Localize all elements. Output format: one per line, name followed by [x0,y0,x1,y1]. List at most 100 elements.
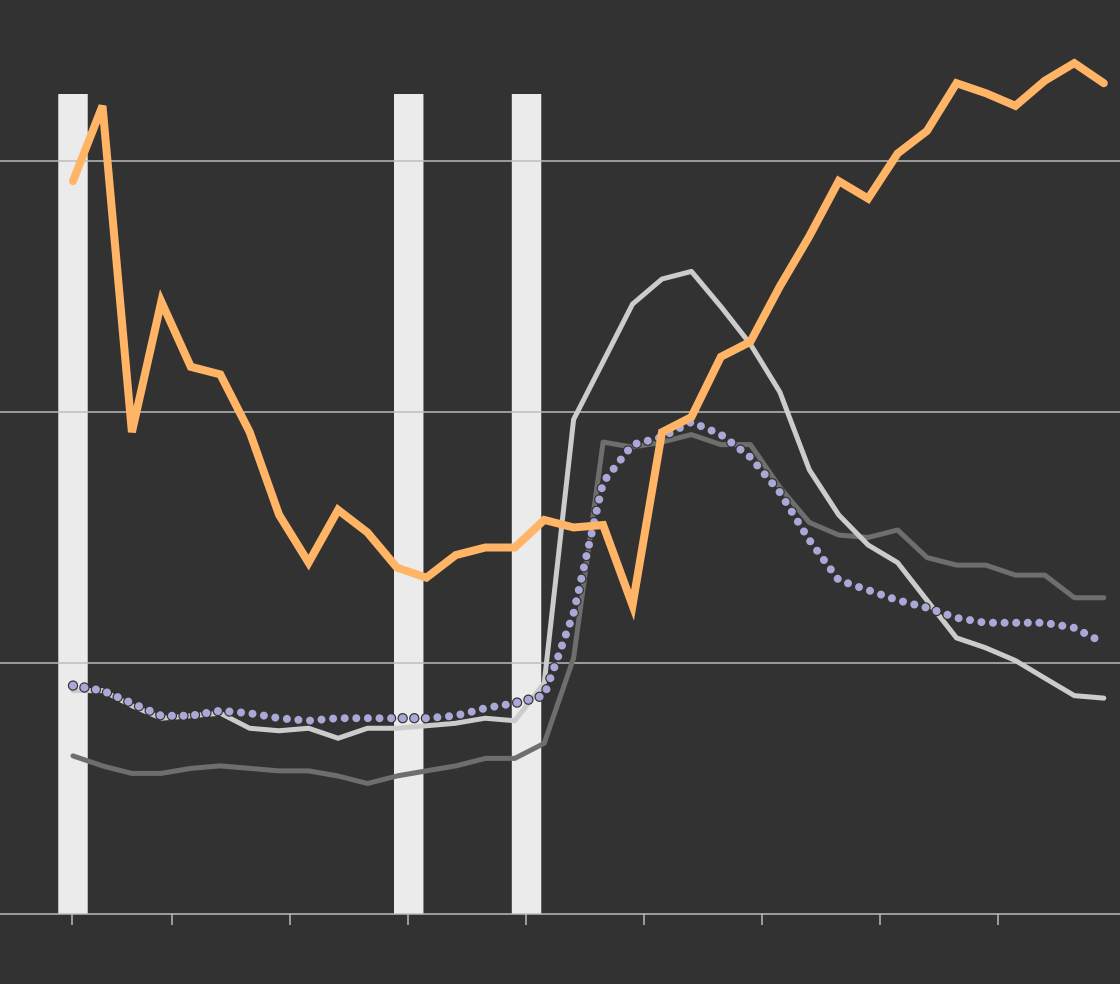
series-dot-purple [583,539,595,551]
series-dot-purple [362,713,374,724]
series-dot-purple [1034,617,1045,629]
series-dot-purple [1011,617,1022,629]
series-dot-purple [792,516,804,527]
series-dot-purple [805,536,816,547]
series-dot-purple [1068,622,1080,634]
series-dot-purple [581,550,592,562]
series-dot-purple [780,496,791,508]
series-dot-purple [744,451,755,462]
series-dot-purple [573,584,585,596]
series-dot-purple [101,687,113,698]
series-dot-purple [339,713,350,724]
series-dot-purple [818,554,830,566]
series-dot-purple [385,713,397,724]
series-dot-purple [591,505,602,516]
series-dot-purple [631,438,642,449]
series-dot-purple [90,684,102,695]
series-dot-purple [224,706,235,717]
series-dot-purple [455,709,466,720]
series-dot-purple [576,573,587,584]
series-dot-purple [112,691,123,703]
series-dot-purple [1089,633,1100,644]
series-dot-purple [875,589,887,600]
series-dot-purple [511,697,523,708]
series-dot-purple [695,420,707,432]
series-dot-purple [166,710,178,721]
series-dot-purple [247,708,258,719]
series-dot-purple [270,712,281,723]
series-dot-purple [886,593,898,604]
series-dot-purple [541,684,552,695]
series-dot-purple [212,705,224,717]
series-dot-purple [133,701,145,712]
series-dot-purple [942,609,953,621]
series-dot-purple [564,618,576,629]
series-dot-purple [235,707,247,718]
series-dot-purple [553,651,564,662]
series-dot-purple [327,713,339,724]
series-dot-purple [351,713,362,724]
series-dot-purple [477,703,489,715]
series-dot-purple [1078,627,1090,639]
series-dot-purple [864,585,876,597]
series-dot-purple [79,682,90,693]
series-dot-purple [759,469,770,480]
series-dot-purple [786,506,798,517]
series-line-light-gray [70,268,1107,741]
series-dot-purple [556,640,568,651]
series-dot-purple [466,706,477,717]
series-dot-purple [571,596,582,607]
series-dot-purple [601,472,612,484]
series-dot-purple [706,425,717,436]
series-dot-purple [374,713,385,724]
series-dot-purple [560,629,572,640]
series-dot-purple [853,581,865,593]
series-dot-purple [976,616,987,628]
series-dot-purple [545,673,556,684]
series-dot-purple [304,715,316,726]
series-dot-purple [281,713,293,725]
shaded-period [58,94,88,914]
series-dot-purple [608,463,619,474]
series-dot-purple [596,483,608,494]
series-line-dark-gray [70,432,1107,786]
series-dot-purple [920,602,931,613]
series-dot-purple [774,486,785,498]
series-dot-purple [534,691,545,703]
series-dot-purple [523,694,534,705]
series-dot-purple [642,435,654,446]
series-dot-purple [825,564,837,575]
series-dot-purple [578,562,590,573]
series-dot-purple [716,430,728,441]
series-dot-purple [811,545,823,556]
series-dot-purple [1045,618,1057,630]
series-dot-purple [767,478,778,489]
series-dot-purple [931,605,942,617]
series-dot-purple [1057,620,1068,632]
series-dot-purple [443,711,455,722]
series-dot-purple [397,713,408,724]
series-dot-purple [420,713,432,724]
series-dot-purple [489,701,500,712]
series-dot-purple [798,526,810,537]
series-dot-purple [832,573,843,585]
series-dot-purple [897,596,909,607]
series-dot-purple [144,705,155,716]
series-dot-purple [549,662,560,673]
series-dot-purple [316,714,327,725]
series-dot-purple [409,713,420,724]
series-dot-purple [909,599,920,610]
series-dot-purple [155,710,166,721]
series-dot-purple [964,614,976,626]
series-dot-purple [568,607,579,618]
series-dot-purple [735,444,746,455]
series-dot-purple [594,494,605,505]
series-dot-purple [178,710,189,721]
series-dot-purple [1022,617,1034,629]
series-line-orange [69,58,1108,621]
series-dot-purple [293,714,304,726]
series-dot-purple [432,712,443,723]
series-dot-purple [189,709,201,721]
series-dot-purple [726,437,737,448]
